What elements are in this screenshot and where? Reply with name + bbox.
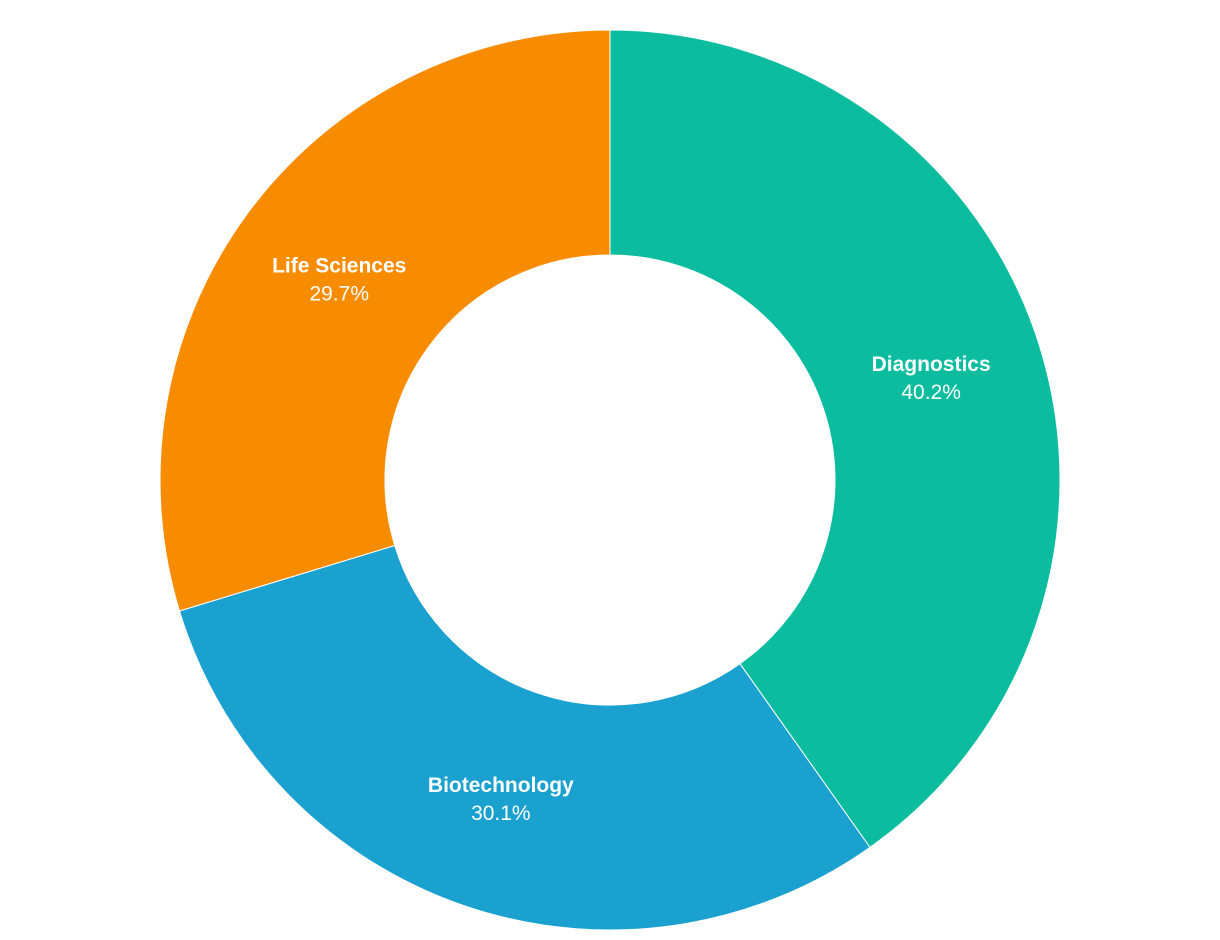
slice-value-diagnostics: 40.2%	[901, 381, 961, 404]
slice-labels: Diagnostics 40.2% Biotechnology 30.1% Life S…	[272, 254, 991, 824]
slice-label-biotechnology: Biotechnology	[428, 774, 574, 797]
slice-biotechnology	[178, 544, 871, 931]
slice-life-sciences	[159, 29, 611, 612]
slice-label-life-sciences: Life Sciences	[272, 254, 406, 277]
donut-slices	[159, 29, 1061, 931]
slice-label-diagnostics: Diagnostics	[872, 353, 991, 376]
slice-diagnostics	[609, 29, 1061, 849]
slice-value-life-sciences: 29.7%	[309, 282, 369, 305]
slice-value-biotechnology: 30.1%	[471, 802, 531, 825]
